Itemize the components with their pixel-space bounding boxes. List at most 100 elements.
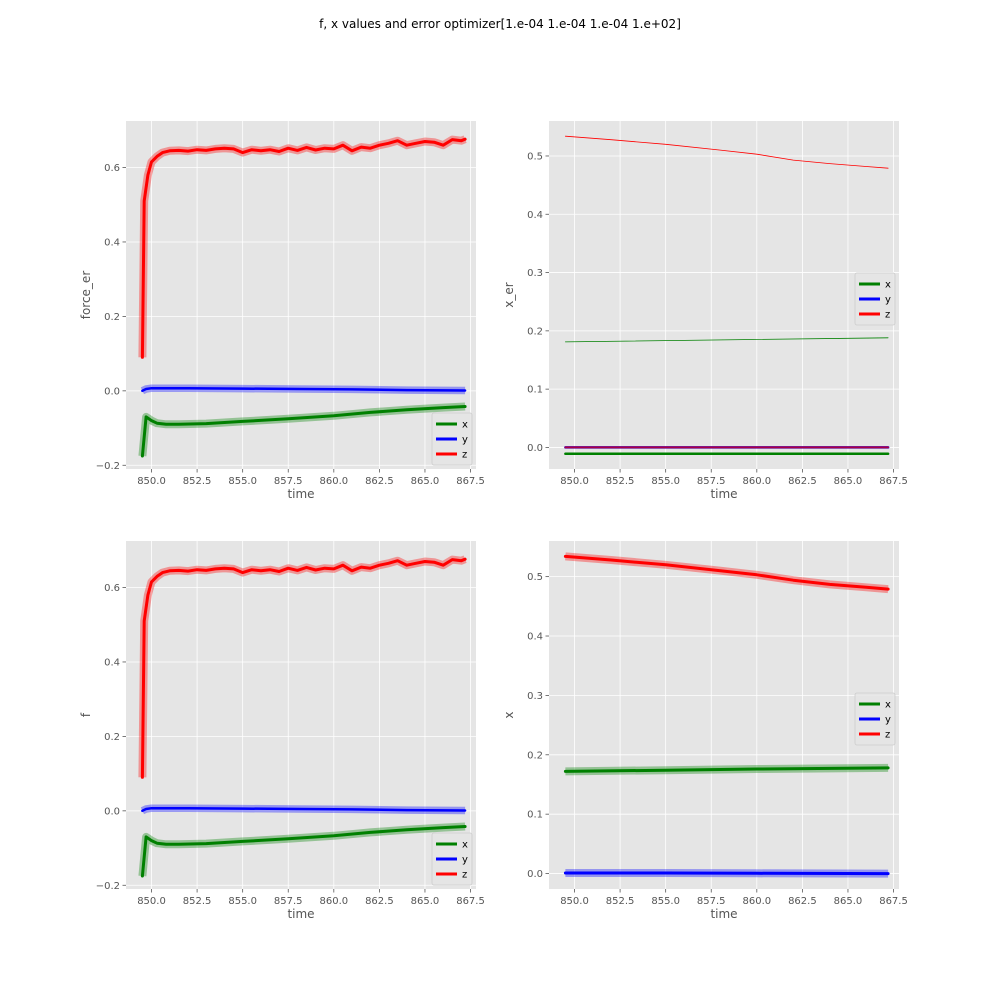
x-tick-label: 857.5 xyxy=(697,896,726,907)
x-tick-label: 855.0 xyxy=(651,476,680,487)
y-tick-label: 0.3 xyxy=(527,691,543,702)
y-tick-label: −0.2 xyxy=(96,881,120,892)
series-x-line xyxy=(563,766,890,773)
y-axis-label: force_er xyxy=(79,271,93,320)
series-x-line xyxy=(565,337,889,343)
series-y-line xyxy=(141,806,467,813)
x-tick-label: 855.0 xyxy=(228,476,257,487)
legend-label-x: x xyxy=(885,700,891,711)
y-tick-label: 0.6 xyxy=(104,583,120,594)
series-x-line xyxy=(140,405,467,458)
plot-area xyxy=(549,541,899,889)
legend: xyz xyxy=(854,272,896,326)
x-tick-label: 867.5 xyxy=(879,896,908,907)
y-tick-label: 0.2 xyxy=(527,326,543,337)
x-axis-label: time xyxy=(287,487,314,501)
series-z-line xyxy=(563,554,890,591)
legend-label-y: y xyxy=(462,435,468,446)
x-tick-label: 850.0 xyxy=(560,476,589,487)
plot-area xyxy=(126,541,476,889)
series-group xyxy=(564,135,890,456)
y-tick-label: 0.2 xyxy=(527,750,543,761)
y-tick-label: 0.3 xyxy=(527,268,543,279)
y-tick-label: 0.0 xyxy=(104,806,120,817)
subplot-x: 850.0 852.5 855.0 857.5 860.0 862.5 865.0 867.5… xyxy=(502,541,908,921)
y-tick-label: 0.4 xyxy=(527,632,543,643)
plot-area xyxy=(126,121,476,469)
y-tick-label: 0.2 xyxy=(104,312,120,323)
x-tick-label: 862.5 xyxy=(365,476,394,487)
subplot-force_er: 850.0 852.5 855.0 857.5 860.0 862.5 865.0 867.5… xyxy=(79,121,485,501)
x-tick-label: 865.0 xyxy=(834,476,863,487)
x-axis-label: time xyxy=(710,487,737,501)
y-tick-label: 0.4 xyxy=(527,210,543,221)
series-group xyxy=(563,552,890,878)
legend-label-y: y xyxy=(462,855,468,866)
legend-label-x: x xyxy=(885,280,891,291)
x-tick-label: 867.5 xyxy=(456,476,485,487)
x-tick-label: 850.0 xyxy=(137,896,166,907)
x-tick-label: 860.0 xyxy=(742,476,771,487)
x-tick-label: 865.0 xyxy=(411,476,440,487)
x-tick-label: 855.0 xyxy=(228,896,257,907)
x-tick-label: 865.0 xyxy=(411,896,440,907)
x-tick-label: 857.5 xyxy=(697,476,726,487)
x-tick-label: 855.0 xyxy=(651,896,680,907)
series-z-line xyxy=(565,135,889,169)
y-tick-label: 0.1 xyxy=(527,810,543,821)
legend-label-y: y xyxy=(885,295,891,306)
legend-label-x: x xyxy=(462,840,468,851)
legend-label-x: x xyxy=(462,420,468,431)
legend: xyz xyxy=(431,412,473,466)
x-tick-label: 867.5 xyxy=(879,476,908,487)
y-axis-label: x xyxy=(502,711,516,718)
x-axis-label: time xyxy=(287,907,314,921)
y-tick-label: 0.4 xyxy=(104,237,120,248)
legend-label-z: z xyxy=(885,310,890,321)
subplot-f: 850.0 852.5 855.0 857.5 860.0 862.5 865.0 867.5… xyxy=(79,541,485,921)
y-tick-label: 0.0 xyxy=(527,443,543,454)
y-tick-label: 0.2 xyxy=(104,732,120,743)
series-z-line xyxy=(140,137,467,359)
legend: xyz xyxy=(431,832,473,886)
x-tick-label: 860.0 xyxy=(742,896,771,907)
series-group xyxy=(138,135,467,458)
y-tick-label: 0.0 xyxy=(527,869,543,880)
x-tick-label: 852.5 xyxy=(606,476,635,487)
y-tick-label: 0.5 xyxy=(527,572,543,583)
subplot-x_er: 850.0 852.5 855.0 857.5 860.0 862.5 865.0 867.5… xyxy=(502,121,908,501)
y-axis-label: f xyxy=(79,712,93,717)
x-tick-label: 862.5 xyxy=(365,896,394,907)
legend-label-z: z xyxy=(462,450,467,461)
x-tick-label: 860.0 xyxy=(319,476,348,487)
y-axis-label: x_er xyxy=(502,282,516,307)
x-tick-label: 857.5 xyxy=(274,476,303,487)
legend-label-z: z xyxy=(462,870,467,881)
series-y-line xyxy=(563,871,890,876)
x-axis-label: time xyxy=(710,907,737,921)
x-tick-label: 850.0 xyxy=(137,476,166,487)
legend-label-z: z xyxy=(885,730,890,741)
plot-area xyxy=(549,121,899,469)
x-tick-label: 867.5 xyxy=(456,896,485,907)
x-tick-label: 850.0 xyxy=(560,896,589,907)
x-tick-label: 865.0 xyxy=(834,896,863,907)
legend-label-y: y xyxy=(885,715,891,726)
series-group xyxy=(138,555,467,878)
x-tick-label: 852.5 xyxy=(183,896,212,907)
x-tick-label: 857.5 xyxy=(274,896,303,907)
x-tick-label: 852.5 xyxy=(606,896,635,907)
x-tick-label: 852.5 xyxy=(183,476,212,487)
y-tick-label: −0.2 xyxy=(96,461,120,472)
x-tick-label: 862.5 xyxy=(788,476,817,487)
series-y-line xyxy=(141,386,467,393)
figure-title: f, x values and error optimizer[1.e-04 1… xyxy=(319,17,681,31)
y-tick-label: 0.6 xyxy=(104,163,120,174)
series-x-line xyxy=(140,825,467,878)
x-tick-label: 862.5 xyxy=(788,896,817,907)
y-tick-label: 0.5 xyxy=(527,151,543,162)
y-tick-label: 0.4 xyxy=(104,657,120,668)
y-tick-label: 0.0 xyxy=(104,386,120,397)
x-tick-label: 860.0 xyxy=(319,896,348,907)
